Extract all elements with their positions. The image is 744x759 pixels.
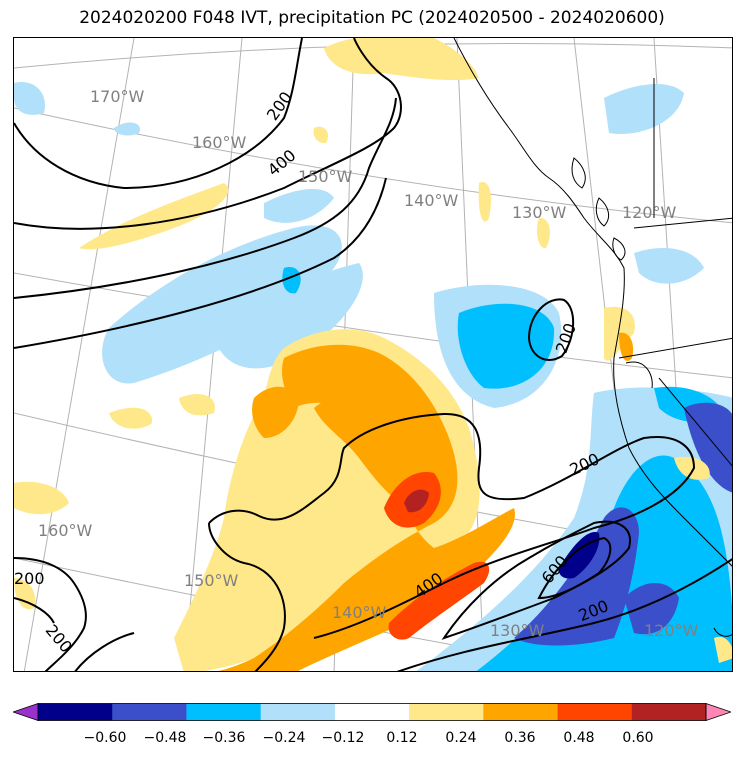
colorbar-segment	[483, 703, 559, 721]
colorbar-segment	[334, 703, 410, 721]
precip-increase-very-strong	[404, 489, 429, 513]
colorbar-segment	[112, 703, 187, 721]
lon-label: 140°W	[332, 603, 387, 622]
lon-label: 150°W	[298, 167, 353, 186]
colorbar-tick-label: 0.60	[622, 730, 654, 746]
colorbar-segment	[631, 703, 707, 721]
lon-label: 160°W	[192, 133, 247, 152]
lon-label: 130°W	[490, 621, 545, 640]
lon-label: 140°W	[404, 191, 459, 210]
colorbar-tick-label: −0.36	[202, 730, 246, 746]
colorbar-segment	[260, 703, 336, 721]
lon-label: 170°W	[90, 87, 145, 106]
ivt-contours	[14, 38, 732, 671]
precipitation-map: 170°W 160°W 150°W 140°W 130°W 120°W 160°…	[14, 38, 732, 671]
colorbar-segment	[38, 703, 113, 721]
coastlines	[453, 38, 732, 637]
contour-label: 200	[14, 569, 45, 588]
colorbar-extend-high	[705, 703, 731, 721]
lon-label: 120°W	[644, 621, 699, 640]
colorbar-segment	[409, 703, 484, 721]
colorbar-tick-label: 0.12	[386, 730, 418, 746]
colorbar-outline	[37, 703, 707, 721]
lon-label: 120°W	[622, 203, 677, 222]
colorbar-tick-label: 0.24	[445, 730, 477, 746]
colorbar-extend-low	[13, 703, 39, 721]
map-title: 2024020200 F048 IVT, precipitation PC (2…	[79, 8, 665, 28]
colorbar-segment	[557, 703, 633, 721]
lon-label: 130°W	[512, 203, 567, 222]
colorbar-tick-label: −0.12	[321, 730, 365, 746]
colorbar-tick-label: 0.48	[563, 730, 595, 746]
colorbar-tick-label: −0.60	[83, 730, 127, 746]
lon-label: 160°W	[38, 521, 93, 540]
colorbar-tick-label: 0.36	[504, 730, 536, 746]
lon-label: 150°W	[184, 571, 239, 590]
contour-label: 200	[42, 621, 76, 657]
colorbar-segment	[186, 703, 262, 721]
longitude-labels: 170°W 160°W 150°W 140°W 130°W 120°W 160°…	[38, 87, 699, 640]
map-panel: 170°W 160°W 150°W 140°W 130°W 120°W 160°…	[13, 37, 733, 672]
colorbar-tick-label: −0.24	[262, 730, 306, 746]
contour-label: 400	[264, 146, 300, 180]
colorbar-tick-label: −0.48	[143, 730, 187, 746]
colorbar	[13, 703, 731, 721]
